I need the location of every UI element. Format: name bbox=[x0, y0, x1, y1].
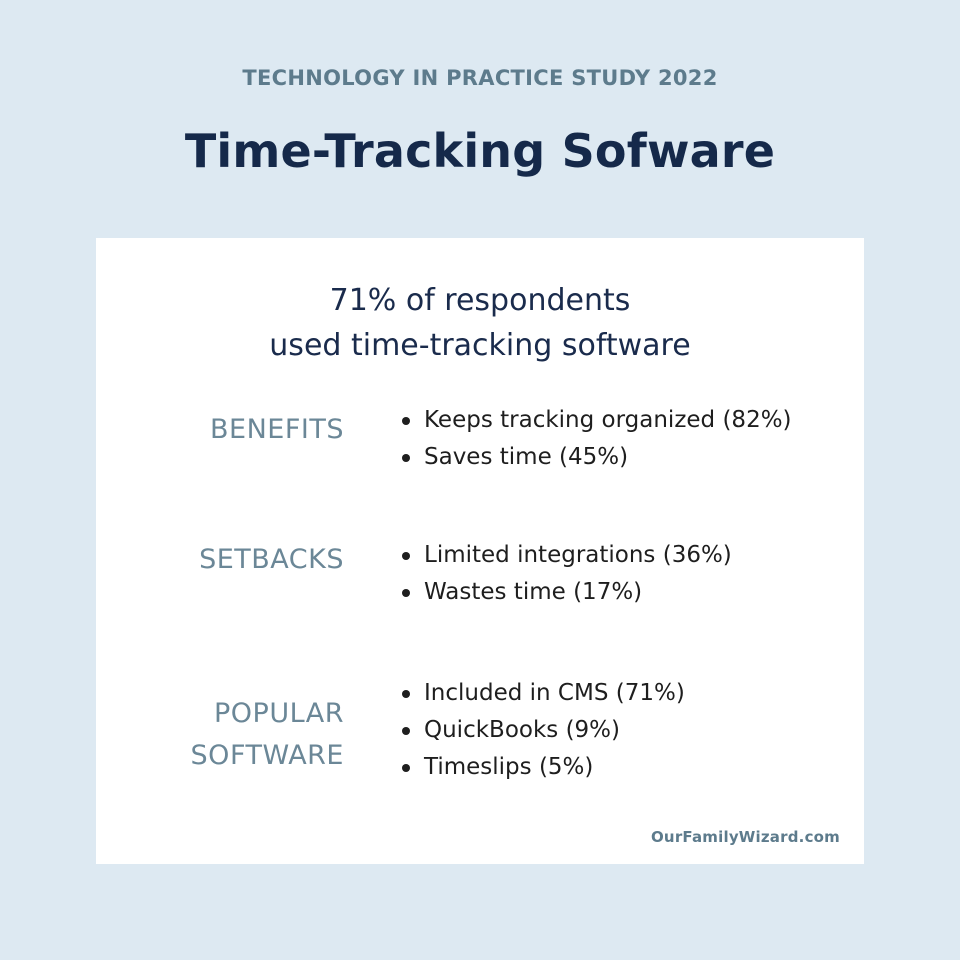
benefits-label: BENEFITS bbox=[210, 409, 344, 451]
study-kicker: TECHNOLOGY IN PRACTICE STUDY 2022 bbox=[242, 66, 718, 90]
bullet-icon bbox=[402, 417, 410, 425]
setbacks-label: SETBACKS bbox=[199, 539, 344, 581]
popular-label-line-1: POPULAR bbox=[214, 698, 344, 729]
list-item: Saves time (45%) bbox=[398, 439, 792, 476]
popular-label-line-2: SOFTWARE bbox=[190, 740, 344, 771]
list-item-text: Limited integrations (36%) bbox=[424, 542, 732, 568]
bullet-icon bbox=[402, 764, 410, 772]
list-item: QuickBooks (9%) bbox=[398, 712, 685, 749]
list-item-text: QuickBooks (9%) bbox=[424, 717, 621, 743]
bullet-icon bbox=[402, 589, 410, 597]
list-item: Included in CMS (71%) bbox=[398, 675, 685, 712]
benefits-label-line: BENEFITS bbox=[210, 414, 344, 445]
stat-line-1: 71% of respondents bbox=[329, 283, 631, 318]
list-item: Wastes time (17%) bbox=[398, 574, 732, 611]
headline-stat: 71% of respondents used time-tracking so… bbox=[96, 278, 864, 368]
list-item-text: Keeps tracking organized (82%) bbox=[424, 407, 792, 433]
list-item-text: Included in CMS (71%) bbox=[424, 680, 685, 706]
list-item-text: Saves time (45%) bbox=[424, 444, 629, 470]
setbacks-label-line: SETBACKS bbox=[199, 544, 344, 575]
list-item-text: Wastes time (17%) bbox=[424, 579, 643, 605]
bullet-icon bbox=[402, 690, 410, 698]
list-item: Limited integrations (36%) bbox=[398, 537, 732, 574]
popular-software-list: Included in CMS (71%) QuickBooks (9%) Ti… bbox=[398, 675, 685, 786]
bullet-icon bbox=[402, 552, 410, 560]
benefits-list: Keeps tracking organized (82%) Saves tim… bbox=[398, 402, 792, 476]
stat-line-2: used time-tracking software bbox=[269, 328, 691, 363]
bullet-icon bbox=[402, 454, 410, 462]
bullet-icon bbox=[402, 727, 410, 735]
info-card: 71% of respondents used time-tracking so… bbox=[96, 238, 864, 864]
page-title: Time-Tracking Sofware bbox=[184, 124, 776, 178]
source-credit: OurFamilyWizard.com bbox=[650, 828, 840, 846]
list-item-text: Timeslips (5%) bbox=[424, 754, 594, 780]
setbacks-list: Limited integrations (36%) Wastes time (… bbox=[398, 537, 732, 611]
popular-software-label: POPULAR SOFTWARE bbox=[191, 693, 344, 777]
list-item: Keeps tracking organized (82%) bbox=[398, 402, 792, 439]
list-item: Timeslips (5%) bbox=[398, 749, 685, 786]
